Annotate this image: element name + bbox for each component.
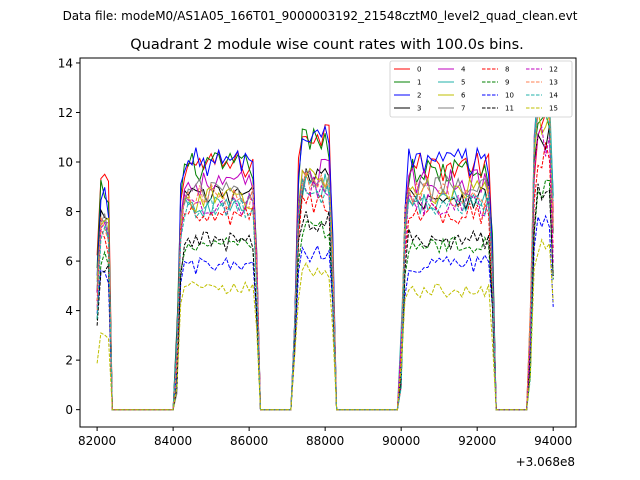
y-tick-label: 6 (65, 255, 73, 269)
y-tick-label: 0 (65, 403, 73, 417)
x-tick-label: 90000 (382, 434, 420, 448)
legend-label-13: 13 (549, 79, 558, 87)
suptitle: Data file: modeM0/AS1A05_166T01_90000031… (63, 9, 578, 23)
legend-label-2: 2 (417, 92, 421, 100)
legend-label-5: 5 (461, 79, 465, 87)
legend-label-4: 4 (461, 66, 466, 74)
chart-title: Quadrant 2 module wise count rates with … (130, 37, 524, 53)
plot-area: 82000 84000 86000 88000 90000 92000 94000 +3.06… (58, 56, 577, 469)
y-tick-label: 2 (65, 354, 73, 368)
y-tick-label: 10 (58, 156, 73, 170)
legend-label-6: 6 (461, 92, 466, 100)
legend-label-0: 0 (417, 66, 421, 74)
legend-label-15: 15 (549, 105, 558, 113)
x-tick-label: 82000 (78, 434, 116, 448)
y-tick-label: 8 (65, 205, 73, 219)
x-tick-label: 94000 (534, 434, 572, 448)
x-tick-label: 92000 (458, 434, 496, 448)
x-tick-label: 84000 (154, 434, 192, 448)
y-tick-label: 4 (65, 304, 73, 318)
y-tick-label: 14 (58, 56, 73, 70)
legend-label-10: 10 (505, 92, 514, 100)
axes-frame (79, 57, 577, 428)
legend-label-12: 12 (549, 66, 558, 74)
x-tick-label: 86000 (230, 434, 268, 448)
x-tick-label: 88000 (306, 434, 344, 448)
legend-label-14: 14 (549, 92, 558, 100)
y-tick-label: 12 (58, 106, 73, 120)
legend-label-1: 1 (417, 79, 421, 87)
x-offset-label: +3.068e8 (516, 455, 575, 469)
legend-label-8: 8 (505, 66, 509, 74)
legend-box (389, 60, 573, 118)
legend-label-3: 3 (417, 105, 421, 113)
legend-label-9: 9 (505, 79, 509, 87)
series-line-15 (96, 238, 554, 411)
legend-label-7: 7 (461, 105, 465, 113)
legend-label-11: 11 (505, 105, 514, 113)
